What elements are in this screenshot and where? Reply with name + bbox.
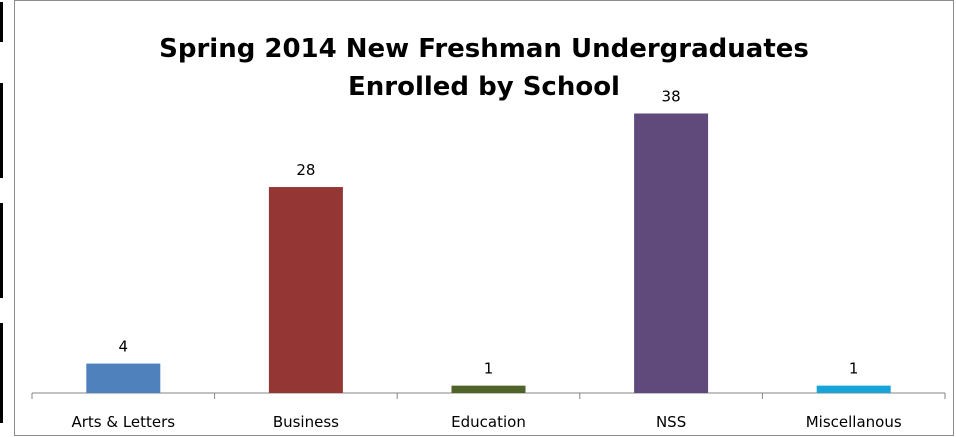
x-tick-label: Arts & Letters [71,413,175,431]
left-edge-fragment-upper [0,83,3,178]
data-label: 28 [296,161,315,179]
x-tick-label: NSS [656,413,686,431]
chart-title: Spring 2014 New Freshman Undergraduates … [14,30,954,106]
bar-business [268,187,343,393]
x-tick-label: Miscellanous [806,413,902,431]
data-label: 4 [119,338,129,356]
bar-nss [634,113,709,393]
chart-title-line-2: Enrolled by School [348,72,620,102]
left-edge-fragment-top [0,2,3,42]
bar-education [451,385,526,393]
data-label: 1 [484,360,494,378]
bar-miscellanous [816,385,891,393]
left-edge-fragment-lower [0,323,3,423]
x-tick-label: Education [451,413,526,431]
data-label: 38 [662,87,681,105]
data-label: 1 [849,360,859,378]
bar-arts-letters [86,363,161,393]
chart-title-line-1: Spring 2014 New Freshman Undergraduates [159,34,809,64]
chart-area [14,0,954,436]
left-edge-fragment-middle [0,203,3,298]
x-tick-label: Business [273,413,339,431]
